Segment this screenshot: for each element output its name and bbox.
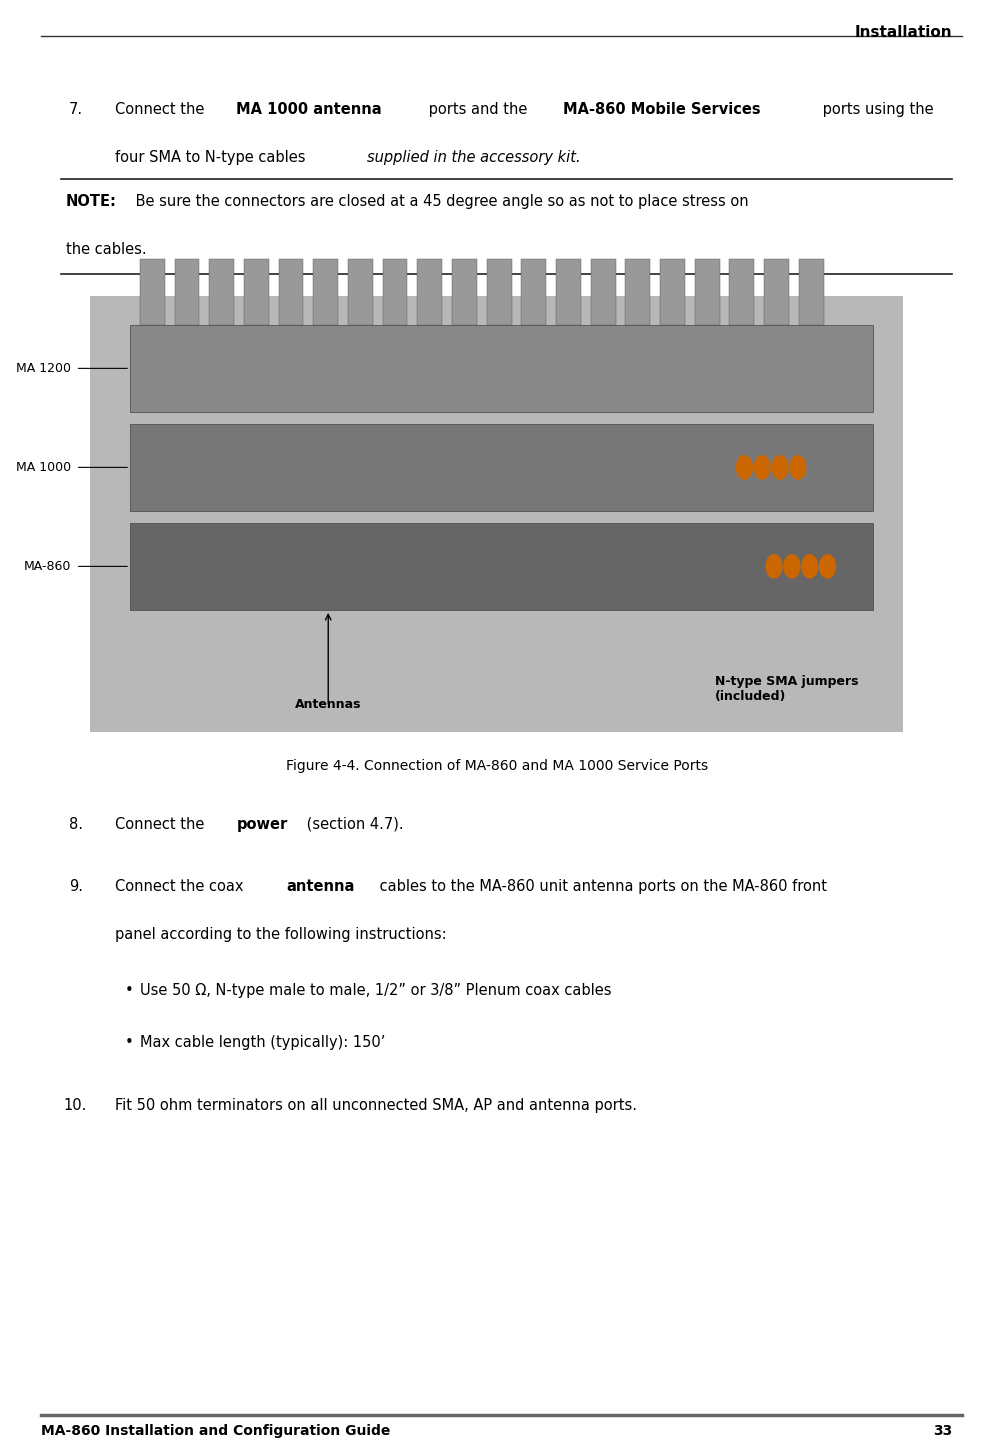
Text: 8.: 8. [68,817,82,831]
Bar [313,259,338,325]
Bar [383,259,408,325]
Text: Fit 50 ohm terminators on all unconnected SMA, AP and antenna ports.: Fit 50 ohm terminators on all unconnecte… [115,1098,637,1112]
Circle shape [802,555,817,578]
Bar [348,259,373,325]
Bar [452,259,477,325]
Bar [209,259,234,325]
Text: supplied in the accessory kit.: supplied in the accessory kit. [367,150,580,165]
Bar [487,259,512,325]
Bar [90,296,903,732]
Text: MA-860 Installation and Configuration Guide: MA-860 Installation and Configuration Gu… [41,1424,390,1439]
Text: Figure 4-4. Connection of MA-860 and MA 1000 Service Ports: Figure 4-4. Connection of MA-860 and MA … [286,759,707,773]
Bar [729,259,754,325]
Bar [694,259,719,325]
Text: MA 1200: MA 1200 [16,363,70,374]
Bar [591,259,616,325]
Bar [764,259,789,325]
Bar [799,259,823,325]
Text: Max cable length (typically): 150’: Max cable length (typically): 150’ [140,1035,385,1050]
Text: (section 4.7).: (section 4.7). [303,817,404,831]
Bar [660,259,684,325]
Text: MA 1000: MA 1000 [16,462,70,473]
Text: Be sure the connectors are closed at a 45 degree angle so as not to place stress: Be sure the connectors are closed at a 4… [131,194,749,208]
Bar [130,325,873,412]
Text: Connect the: Connect the [115,817,209,831]
Bar [522,259,547,325]
Bar [557,259,581,325]
Bar [130,424,873,511]
Text: Installation: Installation [855,25,952,39]
Bar [175,259,199,325]
Text: Antennas: Antennas [295,697,361,711]
Text: •: • [125,1035,134,1050]
Text: •: • [125,983,134,997]
Bar [279,259,304,325]
Text: 33: 33 [933,1424,952,1439]
Text: Connect the: Connect the [115,102,209,116]
Text: Connect the coax: Connect the coax [115,879,248,894]
Circle shape [772,456,788,479]
Text: MA-860: MA-860 [23,561,70,572]
Text: ports using the: ports using the [817,102,933,116]
Circle shape [819,555,835,578]
Circle shape [766,555,782,578]
Text: panel according to the following instructions:: panel according to the following instruc… [115,927,446,942]
Text: MA 1000 antenna: MA 1000 antenna [236,102,382,116]
Text: Use 50 Ω, N-type male to male, 1/2” or 3/8” Plenum coax cables: Use 50 Ω, N-type male to male, 1/2” or 3… [140,983,611,997]
Bar [130,523,873,610]
Bar [625,259,650,325]
Circle shape [790,456,806,479]
Text: antenna: antenna [287,879,355,894]
Text: 10.: 10. [63,1098,87,1112]
Text: four SMA to N-type cables: four SMA to N-type cables [115,150,310,165]
Bar [418,259,442,325]
Text: ports and the: ports and the [424,102,532,116]
Text: 7.: 7. [68,102,82,116]
Circle shape [754,456,770,479]
Bar [244,259,269,325]
Circle shape [736,456,752,479]
Text: NOTE:: NOTE: [65,194,117,208]
Text: the cables.: the cables. [65,242,147,256]
Text: MA-860 Mobile Services: MA-860 Mobile Services [563,102,761,116]
Text: power: power [236,817,288,831]
Text: 9.: 9. [68,879,82,894]
Bar [140,259,165,325]
Text: cables to the MA-860 unit antenna ports on the MA-860 front: cables to the MA-860 unit antenna ports … [375,879,827,894]
Text: N-type SMA jumpers
(included): N-type SMA jumpers (included) [714,676,858,703]
Circle shape [784,555,800,578]
